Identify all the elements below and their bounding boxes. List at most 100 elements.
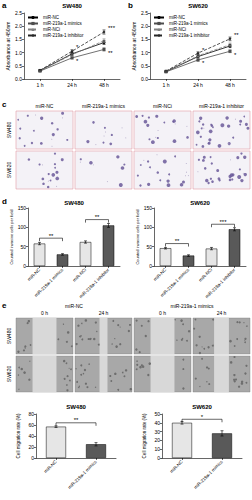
svg-text:1.0: 1.0 [141, 50, 148, 56]
svg-text:**: ** [108, 50, 113, 56]
svg-text:Cell migration rate (%): Cell migration rate (%) [142, 413, 147, 458]
svg-text:48 h: 48 h [99, 82, 109, 88]
svg-text:SW620: SW620 [192, 404, 212, 410]
svg-text:Counted invasive cells per fie: Counted invasive cells per field [135, 209, 140, 264]
svg-text:d: d [2, 197, 7, 206]
svg-text:2.5: 2.5 [15, 10, 22, 16]
svg-text:**: ** [74, 417, 79, 423]
svg-text:miR-NC: miR-NC [169, 459, 184, 474]
svg-text:*: * [202, 60, 205, 66]
svg-text:**: ** [49, 233, 54, 239]
svg-text:24 h: 24 h [67, 82, 77, 88]
svg-text:50: 50 [154, 411, 160, 417]
svg-text:miR-NC: miR-NC [36, 103, 54, 109]
svg-text:2.0: 2.0 [141, 23, 148, 29]
svg-text:miR-NC: miR-NC [65, 303, 83, 309]
svg-text:2.5: 2.5 [141, 10, 148, 16]
svg-text:30: 30 [154, 429, 160, 435]
svg-text:0 h: 0 h [41, 310, 48, 316]
svg-text:miR-219a-1 inhibitor: miR-219a-1 inhibitor [199, 103, 244, 109]
svg-text:*: * [202, 47, 205, 53]
svg-text:*: * [76, 44, 79, 50]
svg-text:miR-219a-1 mimics: miR-219a-1 mimics [67, 459, 98, 490]
svg-text:50: 50 [20, 244, 26, 250]
svg-text:c: c [2, 100, 7, 109]
svg-text:150: 150 [144, 205, 153, 211]
svg-text:b: b [128, 1, 133, 10]
svg-text:miR-NC: miR-NC [26, 267, 41, 282]
svg-text:40: 40 [154, 420, 160, 426]
svg-text:miR-219a-1 inhibitor: miR-219a-1 inhibitor [43, 33, 84, 38]
svg-text:**: ** [175, 238, 180, 244]
svg-text:miR-219a-1 mimics: miR-219a-1 mimics [33, 267, 64, 298]
svg-text:0: 0 [23, 263, 26, 269]
svg-text:miR-219a-1 mimics: miR-219a-1 mimics [169, 21, 209, 26]
svg-text:miR-NCi: miR-NCi [198, 267, 214, 283]
svg-text:24 h: 24 h [217, 310, 227, 316]
svg-text:SW480: SW480 [66, 404, 86, 410]
svg-text:150: 150 [18, 205, 27, 211]
svg-text:**: ** [95, 214, 100, 220]
svg-text:miR-219a-1 mimics: miR-219a-1 mimics [159, 267, 190, 298]
svg-text:80: 80 [28, 411, 34, 417]
svg-text:*: * [76, 58, 79, 64]
svg-text:0: 0 [157, 455, 160, 461]
svg-text:Cell migration rate (%): Cell migration rate (%) [16, 413, 21, 458]
svg-text:miR-NC: miR-NC [43, 459, 58, 474]
svg-text:miR-219a-1 mimics: miR-219a-1 mimics [170, 303, 214, 309]
svg-text:miR-NCi: miR-NCi [153, 103, 172, 109]
svg-text:miR-219a-1 mimics: miR-219a-1 mimics [43, 21, 83, 26]
svg-text:0.0: 0.0 [141, 76, 148, 82]
svg-text:Absorbance at 450nm: Absorbance at 450nm [5, 22, 11, 71]
svg-text:e: e [2, 301, 7, 310]
svg-text:a: a [2, 1, 7, 10]
svg-text:0.0: 0.0 [15, 76, 22, 82]
svg-text:10: 10 [154, 446, 160, 452]
svg-text:SW620: SW620 [6, 366, 12, 383]
svg-text:1 h: 1 h [163, 82, 170, 88]
svg-text:miR-NC: miR-NC [169, 15, 186, 20]
svg-text:0: 0 [149, 263, 152, 269]
svg-text:0: 0 [31, 455, 34, 461]
svg-text:miR-219a-1 inhibitor: miR-219a-1 inhibitor [169, 33, 210, 38]
svg-text:SW620: SW620 [190, 200, 210, 206]
svg-text:24 h: 24 h [193, 82, 203, 88]
svg-text:0.5: 0.5 [141, 63, 148, 69]
svg-text:SW620: SW620 [188, 3, 208, 9]
svg-text:SW480: SW480 [6, 122, 12, 139]
svg-text:miR-NCi: miR-NCi [169, 27, 186, 32]
svg-text:1.0: 1.0 [15, 50, 22, 56]
svg-text:SW480: SW480 [62, 3, 82, 9]
svg-text:100: 100 [144, 224, 153, 230]
svg-text:SW480: SW480 [6, 328, 12, 345]
svg-text:***: *** [219, 219, 227, 225]
svg-text:40: 40 [28, 433, 34, 439]
svg-text:miR-NCi: miR-NCi [43, 27, 60, 32]
svg-text:Absorbance at 450nm: Absorbance at 450nm [131, 22, 137, 71]
svg-text:Counted invasive cells per fie: Counted invasive cells per field [9, 209, 14, 264]
svg-text:***: *** [108, 25, 116, 31]
svg-text:50: 50 [146, 244, 152, 250]
svg-text:**: ** [234, 32, 239, 38]
svg-text:48 h: 48 h [225, 82, 235, 88]
svg-text:1.5: 1.5 [15, 36, 22, 42]
svg-text:miR-219a-1 mimics: miR-219a-1 mimics [193, 459, 224, 490]
svg-text:24 h: 24 h [99, 310, 109, 316]
svg-text:100: 100 [18, 224, 27, 230]
svg-text:miR-NC: miR-NC [152, 267, 167, 282]
svg-text:miR-NC: miR-NC [43, 15, 60, 20]
svg-text:60: 60 [28, 422, 34, 428]
svg-text:miR-219a-1 inhibitor: miR-219a-1 inhibitor [204, 267, 236, 299]
svg-text:SW480: SW480 [64, 200, 84, 206]
svg-text:20: 20 [154, 437, 160, 443]
svg-text:1 h: 1 h [37, 82, 44, 88]
svg-text:1.5: 1.5 [141, 36, 148, 42]
svg-text:*: * [201, 414, 204, 420]
svg-text:2.0: 2.0 [15, 23, 22, 29]
svg-text:miR-NCi: miR-NCi [72, 267, 88, 283]
svg-text:20: 20 [28, 444, 34, 450]
svg-text:*: * [234, 52, 237, 58]
svg-text:0.5: 0.5 [15, 63, 22, 69]
svg-text:SW620: SW620 [6, 162, 12, 179]
svg-text:miR-219a-1 mimics: miR-219a-1 mimics [82, 103, 126, 109]
